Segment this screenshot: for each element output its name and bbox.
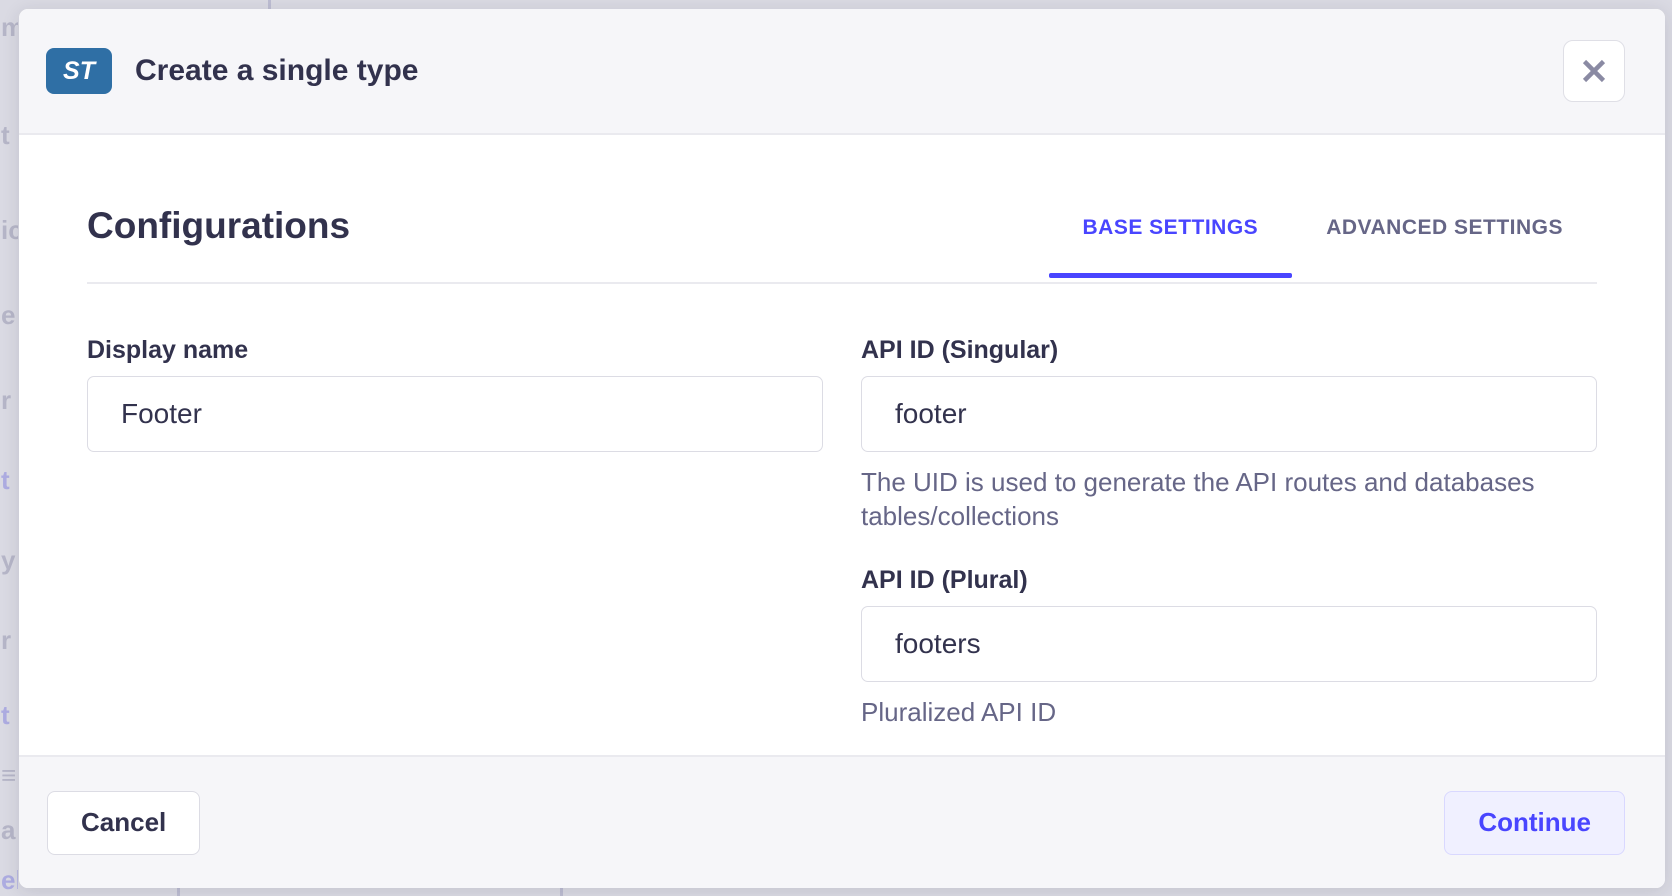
api-id-plural-hint: Pluralized API ID (861, 696, 1057, 727)
single-type-badge: ST (46, 48, 112, 94)
continue-button[interactable]: Continue (1444, 790, 1625, 855)
background-fragment: r (1, 625, 12, 655)
dialog-header: ST Create a single type (19, 9, 1665, 135)
api-id-singular-hint: The UID is used to generate the API rout… (861, 466, 1535, 531)
dialog-footer: Cancel Continue (19, 755, 1665, 888)
display-name-label: Display name (87, 335, 249, 364)
background-fragment: y (1, 545, 16, 575)
background-divider (560, 888, 563, 896)
background-fragment: a (1, 815, 16, 845)
api-id-singular-label: API ID (Singular) (861, 335, 1059, 364)
background-fragment: ic (1, 215, 18, 245)
configurations-heading: Configurations (87, 205, 351, 246)
api-id-singular-input[interactable] (861, 375, 1597, 452)
left-column: Display name (87, 335, 823, 452)
tab-base-settings[interactable]: BASE SETTINGS (1048, 217, 1293, 282)
tab-advanced-settings[interactable]: ADVANCED SETTINGS (1292, 217, 1597, 282)
background-fragment: t (1, 465, 10, 495)
api-id-plural-label: API ID (Plural) (861, 565, 1028, 594)
background-fragment: m (1, 12, 18, 42)
settings-tabs: BASE SETTINGS ADVANCED SETTINGS (1048, 217, 1598, 282)
configurations-header-row: Configurations BASE SETTINGS ADVANCED SE… (87, 205, 1597, 284)
background-divider (177, 888, 180, 896)
close-icon (1582, 59, 1606, 83)
api-id-plural-field: API ID (Plural) Pluralized API ID (861, 565, 1597, 729)
api-id-plural-input[interactable] (861, 605, 1597, 682)
configuration-form: Display name API ID (Singular) The UID i… (87, 335, 1597, 729)
background-fragment: t (1, 700, 10, 730)
cancel-button[interactable]: Cancel (47, 790, 201, 855)
dialog-body: Configurations BASE SETTINGS ADVANCED SE… (19, 135, 1665, 755)
api-id-singular-field: API ID (Singular) The UID is used to gen… (861, 335, 1597, 533)
background-divider (268, 0, 271, 9)
background-fragment: r (1, 385, 12, 415)
close-button[interactable] (1563, 40, 1625, 102)
background-fragment: t (1, 120, 10, 150)
create-single-type-dialog: ST Create a single type Configurations B… (19, 9, 1665, 888)
background-fragment: el (1, 865, 18, 895)
background-fragment: ≡ (1, 760, 17, 790)
dialog-title: Create a single type (135, 54, 419, 87)
display-name-input[interactable] (87, 375, 823, 452)
right-column: API ID (Singular) The UID is used to gen… (861, 335, 1597, 729)
background-fragment: e (1, 300, 16, 330)
display-name-field: Display name (87, 335, 823, 452)
